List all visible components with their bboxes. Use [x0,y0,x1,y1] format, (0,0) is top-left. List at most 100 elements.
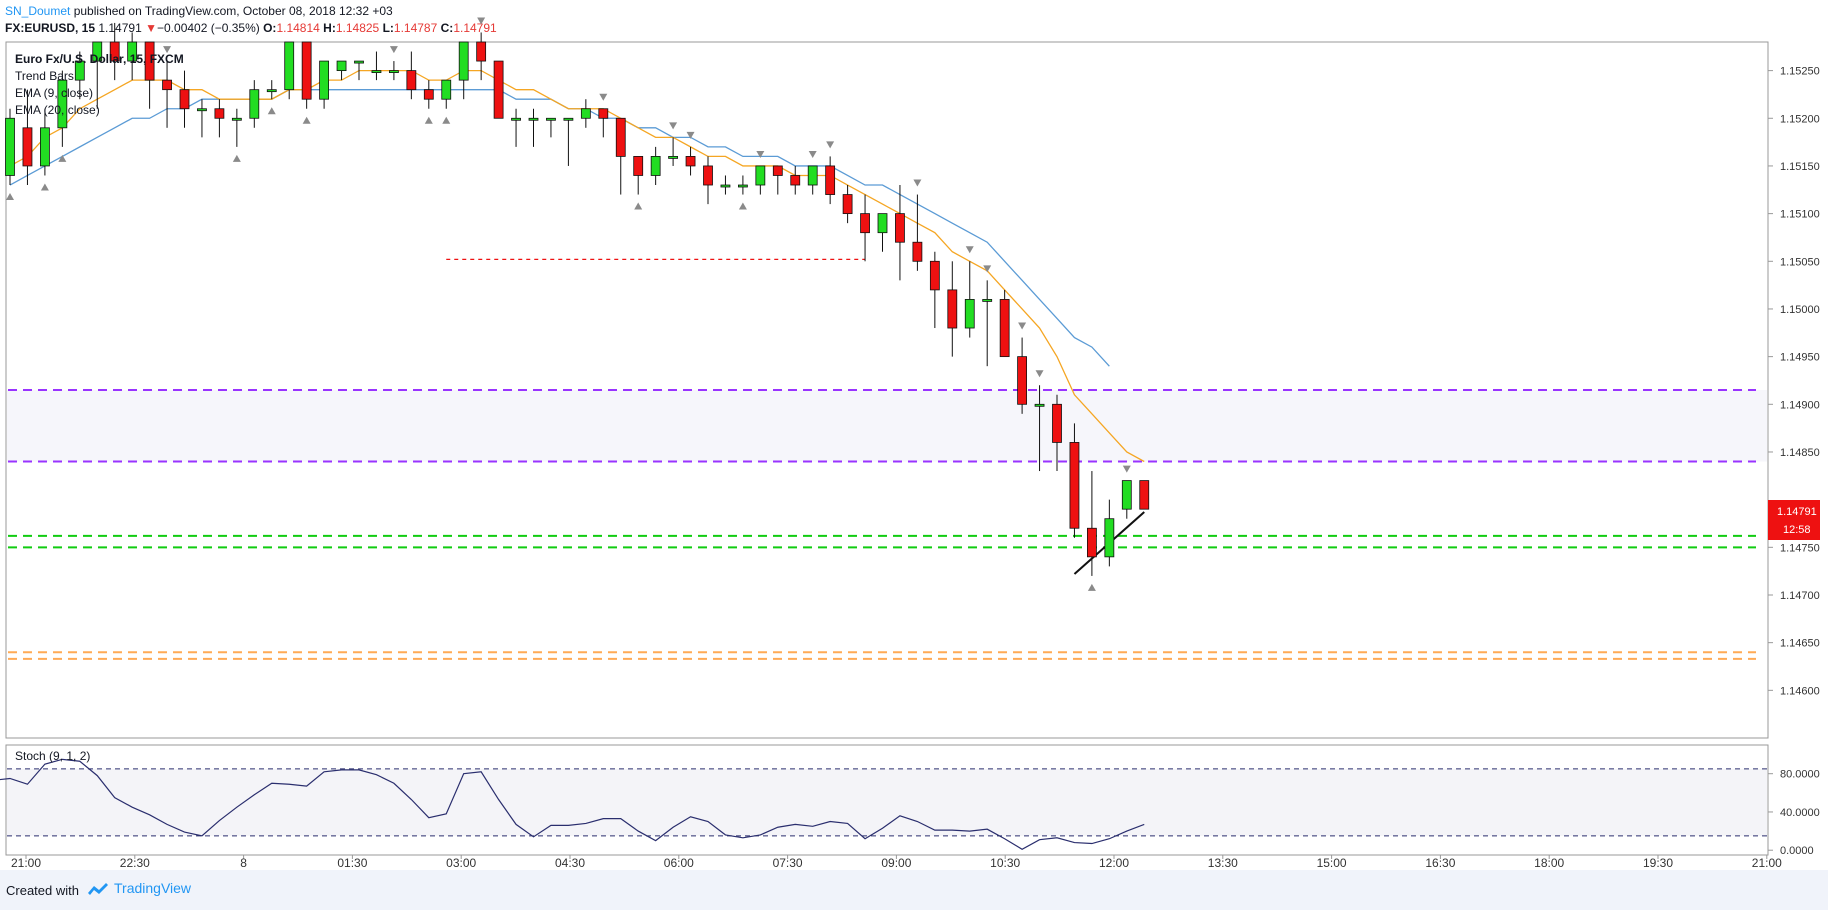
candle-36[interactable] [615,117,626,195]
candle-65[interactable] [1121,480,1132,519]
candle-34[interactable] [580,99,591,128]
price-axis[interactable]: 1.15250 1.15200 1.15150 1.15100 1.15050 1.150… [1768,66,1820,698]
candle-54[interactable] [929,251,940,329]
candle-22[interactable] [371,51,382,81]
legend-trend-bars[interactable]: Trend Bars [15,69,74,83]
candle-50[interactable] [860,194,870,262]
candle-7[interactable] [109,22,120,81]
candle-55[interactable] [947,261,958,357]
x-tick-label-5: 03:00 [446,856,476,870]
candle-38[interactable] [650,146,661,186]
candle-26[interactable] [441,79,452,109]
tradingview-link[interactable]: TradingView [114,880,192,896]
trend-marker-22 [983,265,992,273]
legend-title[interactable]: Euro Fx/U.S. Dollar, 15, FXCM [15,52,184,66]
candle-61[interactable] [1052,394,1062,472]
trend-marker-23 [1018,322,1027,330]
candle-21[interactable] [354,60,364,81]
candle-28[interactable] [476,32,487,81]
candle-47[interactable] [807,165,818,195]
candle-48[interactable] [825,156,836,205]
candle-37[interactable] [633,156,644,195]
trend-marker-19 [826,141,835,149]
candle-4[interactable] [57,70,68,147]
candle-43[interactable] [738,175,748,195]
stoch-tick-label-2: 40.0000 [1780,807,1820,819]
created-with: Created with [6,883,79,898]
candle-14[interactable] [231,108,242,147]
trend-marker-16 [738,202,747,210]
y-tick-label-1: 1.15250 [1780,66,1820,78]
y-tick-label-6: 1.15000 [1780,304,1820,316]
close-label: C: [440,21,454,35]
candle-1[interactable] [5,108,15,186]
candle-12[interactable] [197,99,207,138]
candle-20[interactable] [336,60,347,81]
candle-10[interactable] [162,61,172,128]
candle-49[interactable] [842,185,853,224]
candle-18[interactable] [301,41,312,109]
candle-56[interactable] [964,261,975,338]
symbol-label[interactable]: FX:EURUSD, 15 [5,21,96,35]
candle-33[interactable] [563,117,574,166]
candle-40[interactable] [685,146,696,176]
candle-39[interactable] [668,137,678,166]
stoch-band [7,768,1767,836]
legend-ema9[interactable]: EMA (9, close) [15,86,94,100]
time-axis[interactable]: 21:00 22:30 8 01:30 03:00 04:30 06:00 07:30 09:0… [11,855,1782,870]
candle-60[interactable] [1034,385,1045,472]
candle-41[interactable] [703,156,713,205]
candle-46[interactable] [790,165,801,195]
trend-marker-12 [599,93,608,101]
low-label: L: [382,21,394,35]
candle-45[interactable] [772,165,783,195]
candle-9[interactable] [144,41,155,109]
footer: Created with TradingView [0,870,1828,910]
candle-53[interactable] [912,194,923,271]
candle-57[interactable] [982,280,993,367]
candle-32[interactable] [546,117,556,138]
candle-64[interactable] [1104,499,1115,567]
candle-42[interactable] [720,175,731,195]
candle-11[interactable] [179,70,190,128]
author-link[interactable]: SN_Doumet [5,4,71,18]
stoch-tick-label-1: 80.0000 [1780,769,1820,781]
candle-30[interactable] [511,108,521,147]
candle-58[interactable] [999,289,1010,358]
trend-marker-4 [163,46,172,54]
candle-44[interactable] [755,165,766,195]
candle-25[interactable] [423,80,434,109]
candle-27[interactable] [458,41,469,100]
stoch-tick-label-3: 0.0000 [1780,845,1814,857]
legend-stoch[interactable]: Stoch (9, 1, 2) [15,749,91,763]
trend-marker-1 [6,193,14,201]
candle-16[interactable] [266,80,277,100]
candle-13[interactable] [214,99,225,138]
candle-52[interactable] [895,185,905,281]
candle-63[interactable] [1087,471,1097,576]
candle-66[interactable] [1139,480,1150,510]
candle-35[interactable] [598,108,609,138]
x-tick-label-6: 04:30 [555,856,585,870]
y-tick-label-8: 1.14900 [1780,399,1820,411]
candle-2[interactable] [22,89,33,186]
candle-15[interactable] [249,80,260,128]
candle-24[interactable] [406,51,417,100]
candle-17[interactable] [284,41,295,100]
candle-8[interactable] [127,32,138,81]
candles[interactable] [5,22,1150,576]
legend-ema20[interactable]: EMA (20, close) [15,103,100,117]
trend-marker-9 [424,116,433,124]
candle-51[interactable] [877,213,888,252]
candle-62[interactable] [1069,423,1080,538]
price-chart[interactable]: 1.15250 1.15200 1.15150 1.15100 1.15050 1.150… [0,0,1828,870]
candle-3[interactable] [40,108,50,176]
high-label: H: [323,21,336,35]
candle-59[interactable] [1017,337,1027,414]
candle-6[interactable] [92,41,103,109]
candle-29[interactable] [493,60,504,119]
candle-5[interactable] [74,51,85,100]
candle-31[interactable] [528,108,539,147]
candle-19[interactable] [319,60,330,109]
candle-23[interactable] [388,61,399,81]
